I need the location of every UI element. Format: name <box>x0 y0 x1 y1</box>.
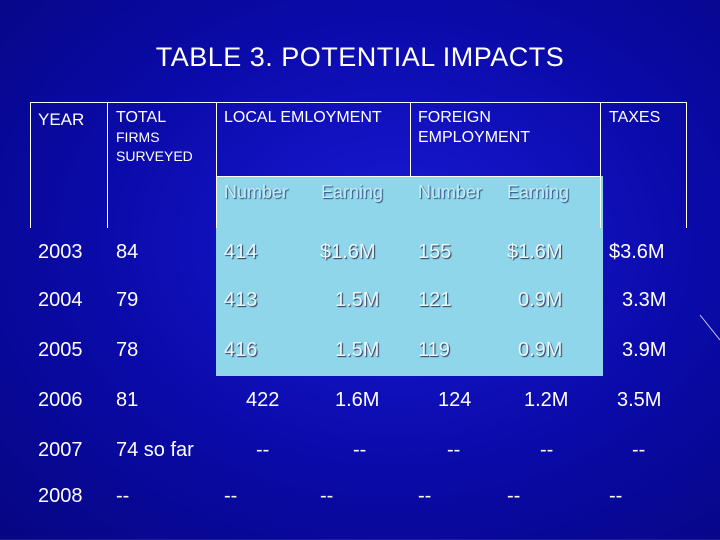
row-2004-local-number: 413 <box>224 289 258 311</box>
row-2006-foreign-earning: 1.2M <box>524 389 569 411</box>
grid-border-right <box>686 102 687 228</box>
row-2005-total: 78 <box>116 339 139 361</box>
row-2003-local-earning: $1.6M <box>320 241 376 263</box>
header-foreign-line2: EMPLOYMENT <box>418 129 531 146</box>
header-local: LOCAL EMLOYMENT <box>224 109 382 126</box>
row-2005-taxes: 3.9M <box>622 339 667 361</box>
row-2008-local-earning: -- <box>320 485 334 507</box>
row-2008-year: 2008 <box>38 485 83 507</box>
header-foreign: FOREIGN EMPLOYMENT <box>418 108 530 148</box>
row-2007-taxes: -- <box>632 439 646 461</box>
header-total-line1: TOTAL <box>116 109 167 126</box>
row-2004-local-earning: 1.5M <box>335 289 380 311</box>
row-2008-local-number: -- <box>224 485 238 507</box>
row-2004-foreign-number: 121 <box>418 289 452 311</box>
grid-divider-year <box>107 102 108 228</box>
row-2007-local-earning: -- <box>353 439 367 461</box>
row-2005-foreign-number: 119 <box>418 339 450 361</box>
row-2006-year: 2006 <box>38 389 83 411</box>
row-2007-foreign-number: -- <box>447 439 461 461</box>
subheader-local-earning: Earning <box>321 182 384 202</box>
grid-divider-foreign <box>600 102 601 228</box>
grid-header-underline <box>216 176 600 177</box>
grid-border-top <box>30 102 687 103</box>
page-title: TABLE 3. POTENTIAL IMPACTS <box>155 42 565 72</box>
header-total-line2: FIRMS <box>116 129 160 145</box>
row-2003-foreign-earning: $1.6M <box>507 241 563 263</box>
row-2006-local-earning: 1.6M <box>335 389 380 411</box>
grid-divider-total <box>216 102 217 228</box>
subheader-local-number: Number <box>224 182 289 202</box>
row-2005-foreign-earning: 0.9M <box>518 339 563 361</box>
row-2003-foreign-number: 155 <box>418 241 452 263</box>
header-foreign-line1: FOREIGN <box>418 109 491 126</box>
row-2003-local-number: 414 <box>224 241 258 263</box>
row-2003-total: 84 <box>116 241 139 263</box>
row-2005-local-earning: 1.5M <box>335 339 380 361</box>
row-2008-foreign-number: -- <box>418 485 432 507</box>
row-2004-year: 2004 <box>38 289 83 311</box>
row-2007-local-number: -- <box>256 439 270 461</box>
header-taxes: TAXES <box>609 109 661 126</box>
grid-border-left <box>30 102 31 228</box>
row-2006-taxes: 3.5M <box>617 389 662 411</box>
row-2007-total: 74 so far <box>116 439 194 461</box>
row-2007-foreign-earning: -- <box>540 439 554 461</box>
row-2005-year: 2005 <box>38 339 83 361</box>
row-2003-year: 2003 <box>38 241 83 263</box>
row-2004-foreign-earning: 0.9M <box>518 289 563 311</box>
row-2006-total: 81 <box>116 389 139 411</box>
row-2008-total: -- <box>116 485 130 507</box>
highlight-foreign-block <box>410 176 603 376</box>
row-2004-taxes: 3.3M <box>622 289 667 311</box>
row-2005-local-number: 416 <box>224 339 258 361</box>
header-total: TOTAL FIRMS SURVEYED <box>116 108 193 166</box>
header-total-line3: SURVEYED <box>116 148 193 164</box>
highlight-local-block <box>216 176 410 376</box>
row-2008-taxes: -- <box>609 485 623 507</box>
row-2006-foreign-number: 124 <box>438 389 472 411</box>
header-year: YEAR <box>38 110 85 129</box>
subheader-foreign-number: Number <box>418 182 483 202</box>
row-2007-year: 2007 <box>38 439 83 461</box>
row-2008-foreign-earning: -- <box>507 485 521 507</box>
grid-divider-local <box>410 102 411 176</box>
row-2003-taxes: $3.6M <box>609 241 665 263</box>
row-2006-local-number: 422 <box>246 389 280 411</box>
subheader-foreign-earning: Earning <box>507 182 570 202</box>
row-2004-total: 79 <box>116 289 139 311</box>
